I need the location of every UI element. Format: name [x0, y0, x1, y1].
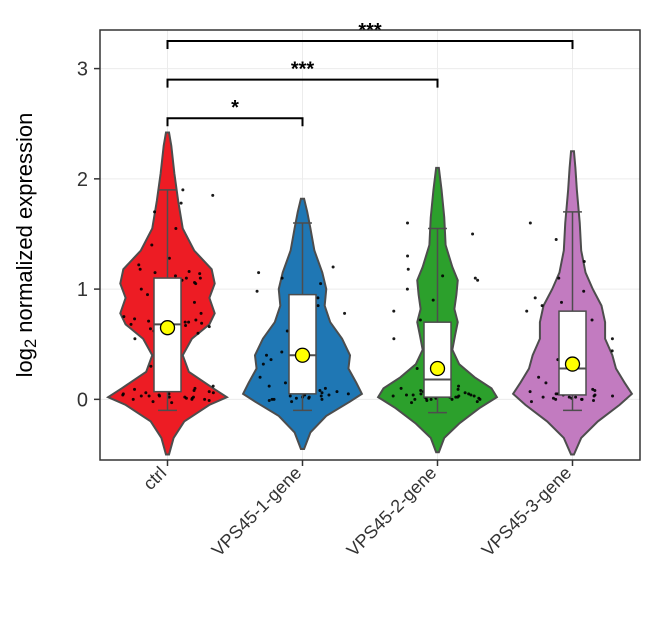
- svg-text:*: *: [231, 97, 239, 119]
- svg-text:ctrl: ctrl: [139, 463, 170, 494]
- violin-chart: *******0123ctrlVPS45-1-geneVPS45-2-geneV…: [0, 0, 672, 634]
- svg-text:3: 3: [77, 59, 88, 81]
- svg-text:VPS45-3-gene: VPS45-3-gene: [478, 463, 576, 561]
- svg-text:VPS45-1-gene: VPS45-1-gene: [208, 463, 306, 561]
- svg-text:log2 normalized expression: log2 normalized expression: [12, 113, 40, 378]
- svg-text:2: 2: [77, 169, 88, 191]
- chart-svg: *******0123ctrlVPS45-1-geneVPS45-2-geneV…: [0, 0, 672, 634]
- svg-text:VPS45-2-gene: VPS45-2-gene: [343, 463, 441, 561]
- svg-text:***: ***: [358, 20, 382, 42]
- svg-text:0: 0: [77, 389, 88, 411]
- svg-text:***: ***: [291, 59, 315, 81]
- svg-text:1: 1: [77, 279, 88, 301]
